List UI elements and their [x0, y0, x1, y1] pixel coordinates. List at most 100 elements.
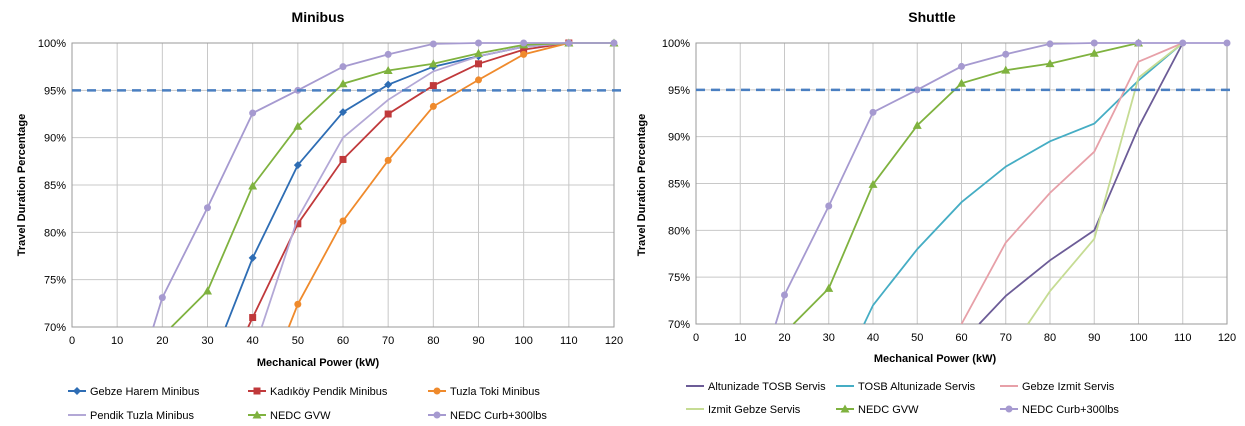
- minibus-data-point-kad-k-y-pendik-minibus: [339, 155, 347, 163]
- shuttle-legend-label: Altunizade TOSB Servis: [708, 381, 826, 393]
- minibus-legend-marker: [253, 387, 261, 395]
- minibus-data-point-gebze-harem-minibus: [248, 253, 257, 262]
- shuttle-y-tick-label: 95%: [668, 85, 690, 97]
- shuttle-y-tick-label: 85%: [668, 179, 690, 191]
- shuttle-series-line-nedc-curb-300lbs: [774, 42, 1227, 324]
- shuttle-data-point-nedc-curb-300lbs: [1223, 39, 1231, 47]
- minibus-legend-marker: [252, 410, 262, 419]
- minibus-chart: Minibus Mechanical Power (kW) Travel Dur…: [16, 9, 623, 422]
- shuttle-x-tick-label: 70: [1000, 332, 1012, 344]
- minibus-x-tick-label: 20: [156, 335, 168, 347]
- minibus-y-tick-label: 75%: [44, 275, 66, 287]
- minibus-legend-item-tuzla-toki-minibus: Tuzla Toki Minibus: [428, 386, 540, 398]
- shuttle-series-line-tosb-altunizade-servis: [863, 42, 1184, 324]
- shuttle-x-tick-label: 120: [1218, 332, 1236, 344]
- minibus-data-point-nedc-curb-300lbs: [520, 39, 528, 47]
- minibus-x-tick-label: 30: [201, 335, 213, 347]
- minibus-y-tick-label: 80%: [44, 227, 66, 239]
- shuttle-data-point-nedc-gvw: [957, 78, 966, 87]
- shuttle-x-tick-label: 80: [1044, 332, 1056, 344]
- minibus-legend-marker: [433, 387, 441, 395]
- minibus-legend-label: NEDC Curb+300lbs: [450, 410, 547, 422]
- minibus-x-tick-label: 110: [560, 335, 578, 347]
- minibus-plot-border: [71, 42, 615, 328]
- shuttle-x-tick-label: 20: [778, 332, 790, 344]
- shuttle-data-point-nedc-curb-300lbs: [825, 202, 833, 210]
- minibus-legend-label: Tuzla Toki Minibus: [450, 386, 540, 398]
- minibus-legend-item-gebze-harem-minibus: Gebze Harem Minibus: [68, 386, 200, 398]
- shuttle-y-tick-label: 90%: [668, 132, 690, 144]
- shuttle-data-point-nedc-curb-300lbs: [1046, 40, 1054, 48]
- minibus-y-tick-label: 70%: [44, 322, 66, 334]
- minibus-data-point-nedc-gvw: [474, 48, 483, 57]
- minibus-series-line-pendik-tuzla-minibus: [260, 42, 569, 327]
- minibus-data-point-nedc-gvw: [293, 121, 303, 130]
- shuttle-x-tick-label: 0: [693, 332, 699, 344]
- shuttle-legend-marker: [1005, 405, 1013, 413]
- minibus-x-tick-label: 40: [247, 335, 259, 347]
- shuttle-legend-item-gebze-izmit-servis: Gebze Izmit Servis: [1000, 381, 1115, 393]
- minibus-data-point-tuzla-toki-minibus: [429, 102, 437, 110]
- minibus-legend-item-kad-k-y-pendik-minibus: Kadıköy Pendik Minibus: [248, 386, 388, 398]
- shuttle-legend-label: NEDC Curb+300lbs: [1022, 404, 1119, 416]
- shuttle-data-point-nedc-curb-300lbs: [869, 108, 877, 116]
- shuttle-y-tick-label: 100%: [662, 38, 690, 50]
- shuttle-y-tick-label: 70%: [668, 319, 690, 331]
- minibus-legend-marker: [73, 387, 81, 395]
- shuttle-y-tick-label: 75%: [668, 272, 690, 284]
- minibus-x-tick-label: 100: [514, 335, 532, 347]
- shuttle-data-point-nedc-gvw: [1001, 65, 1011, 74]
- shuttle-legend-label: NEDC GVW: [858, 404, 919, 416]
- minibus-data-point-gebze-harem-minibus: [339, 108, 347, 117]
- minibus-y-tick-label: 95%: [44, 85, 66, 97]
- minibus-legend-label: Kadıköy Pendik Minibus: [270, 386, 388, 398]
- minibus-x-tick-label: 90: [472, 335, 484, 347]
- shuttle-data-point-nedc-gvw: [824, 283, 834, 292]
- shuttle-legend-marker: [840, 404, 850, 413]
- shuttle-legend-label: Gebze Izmit Servis: [1022, 381, 1115, 393]
- minibus-legend: Gebze Harem Minibus Kadıköy Pendik Minibu…: [68, 386, 547, 422]
- minibus-data-point-nedc-gvw: [383, 65, 393, 74]
- shuttle-x-tick-label: 100: [1129, 332, 1147, 344]
- minibus-data-point-nedc-gvw: [248, 181, 258, 190]
- minibus-y-tick-label: 100%: [38, 38, 66, 50]
- shuttle-legend-label: Izmit Gebze Servis: [708, 404, 801, 416]
- minibus-data-point-nedc-gvw: [338, 79, 348, 88]
- minibus-x-tick-label: 50: [292, 335, 304, 347]
- minibus-y-tick-label: 85%: [44, 180, 66, 192]
- shuttle-data-point-nedc-curb-300lbs: [1002, 50, 1010, 58]
- minibus-data-point-tuzla-toki-minibus: [384, 156, 392, 164]
- minibus-data-point-kad-k-y-pendik-minibus: [294, 220, 302, 228]
- minibus-data-point-nedc-gvw: [203, 286, 212, 295]
- minibus-plot-area: 0 10 20 30 40 50 60 70 80 90 100 110 120 70% 75% 80% 85%…: [38, 38, 623, 347]
- shuttle-series-line-gebze-izmit-servis: [960, 42, 1184, 324]
- shuttle-x-tick-label: 10: [734, 332, 746, 344]
- minibus-data-point-nedc-curb-300lbs: [204, 204, 211, 212]
- shuttle-x-tick-label: 60: [955, 332, 967, 344]
- shuttle-data-point-nedc-gvw: [1089, 48, 1099, 57]
- shuttle-data-point-nedc-gvw: [868, 179, 878, 188]
- shuttle-data-point-nedc-curb-300lbs: [1135, 39, 1142, 47]
- minibus-legend-marker: [433, 411, 441, 419]
- shuttle-chart: Shuttle Mechanical Power (kW) Travel Dur…: [636, 9, 1236, 416]
- shuttle-series-line-izmit-gebze-servis: [1027, 42, 1184, 324]
- minibus-data-point-kad-k-y-pendik-minibus: [475, 60, 482, 68]
- shuttle-data-point-nedc-curb-300lbs: [781, 291, 788, 299]
- minibus-data-point-nedc-curb-300lbs: [158, 294, 166, 302]
- shuttle-x-tick-label: 30: [823, 332, 835, 344]
- minibus-data-point-kad-k-y-pendik-minibus: [520, 46, 528, 54]
- shuttle-x-tick-label: 110: [1174, 332, 1192, 344]
- shuttle-data-point-nedc-curb-300lbs: [913, 86, 921, 94]
- minibus-chart-title: Minibus: [292, 9, 345, 25]
- minibus-data-point-nedc-gvw: [428, 59, 438, 68]
- shuttle-data-point-nedc-curb-300lbs: [1090, 39, 1098, 47]
- shuttle-legend-item-tosb-altunizade-servis: TOSB Altunizade Servis: [836, 381, 976, 393]
- shuttle-data-point-nedc-curb-300lbs: [1179, 39, 1187, 47]
- minibus-legend-item-nedc-curb-300lbs: NEDC Curb+300lbs: [428, 410, 547, 422]
- minibus-data-point-tuzla-toki-minibus: [520, 50, 528, 58]
- minibus-data-point-nedc-curb-300lbs: [475, 39, 482, 47]
- minibus-x-tick-label: 80: [427, 335, 439, 347]
- minibus-y-axis-label: Travel Duration Percentage: [16, 114, 28, 256]
- shuttle-legend-item-izmit-gebze-servis: Izmit Gebze Servis: [686, 404, 801, 416]
- shuttle-x-axis-label: Mechanical Power (kW): [874, 353, 997, 365]
